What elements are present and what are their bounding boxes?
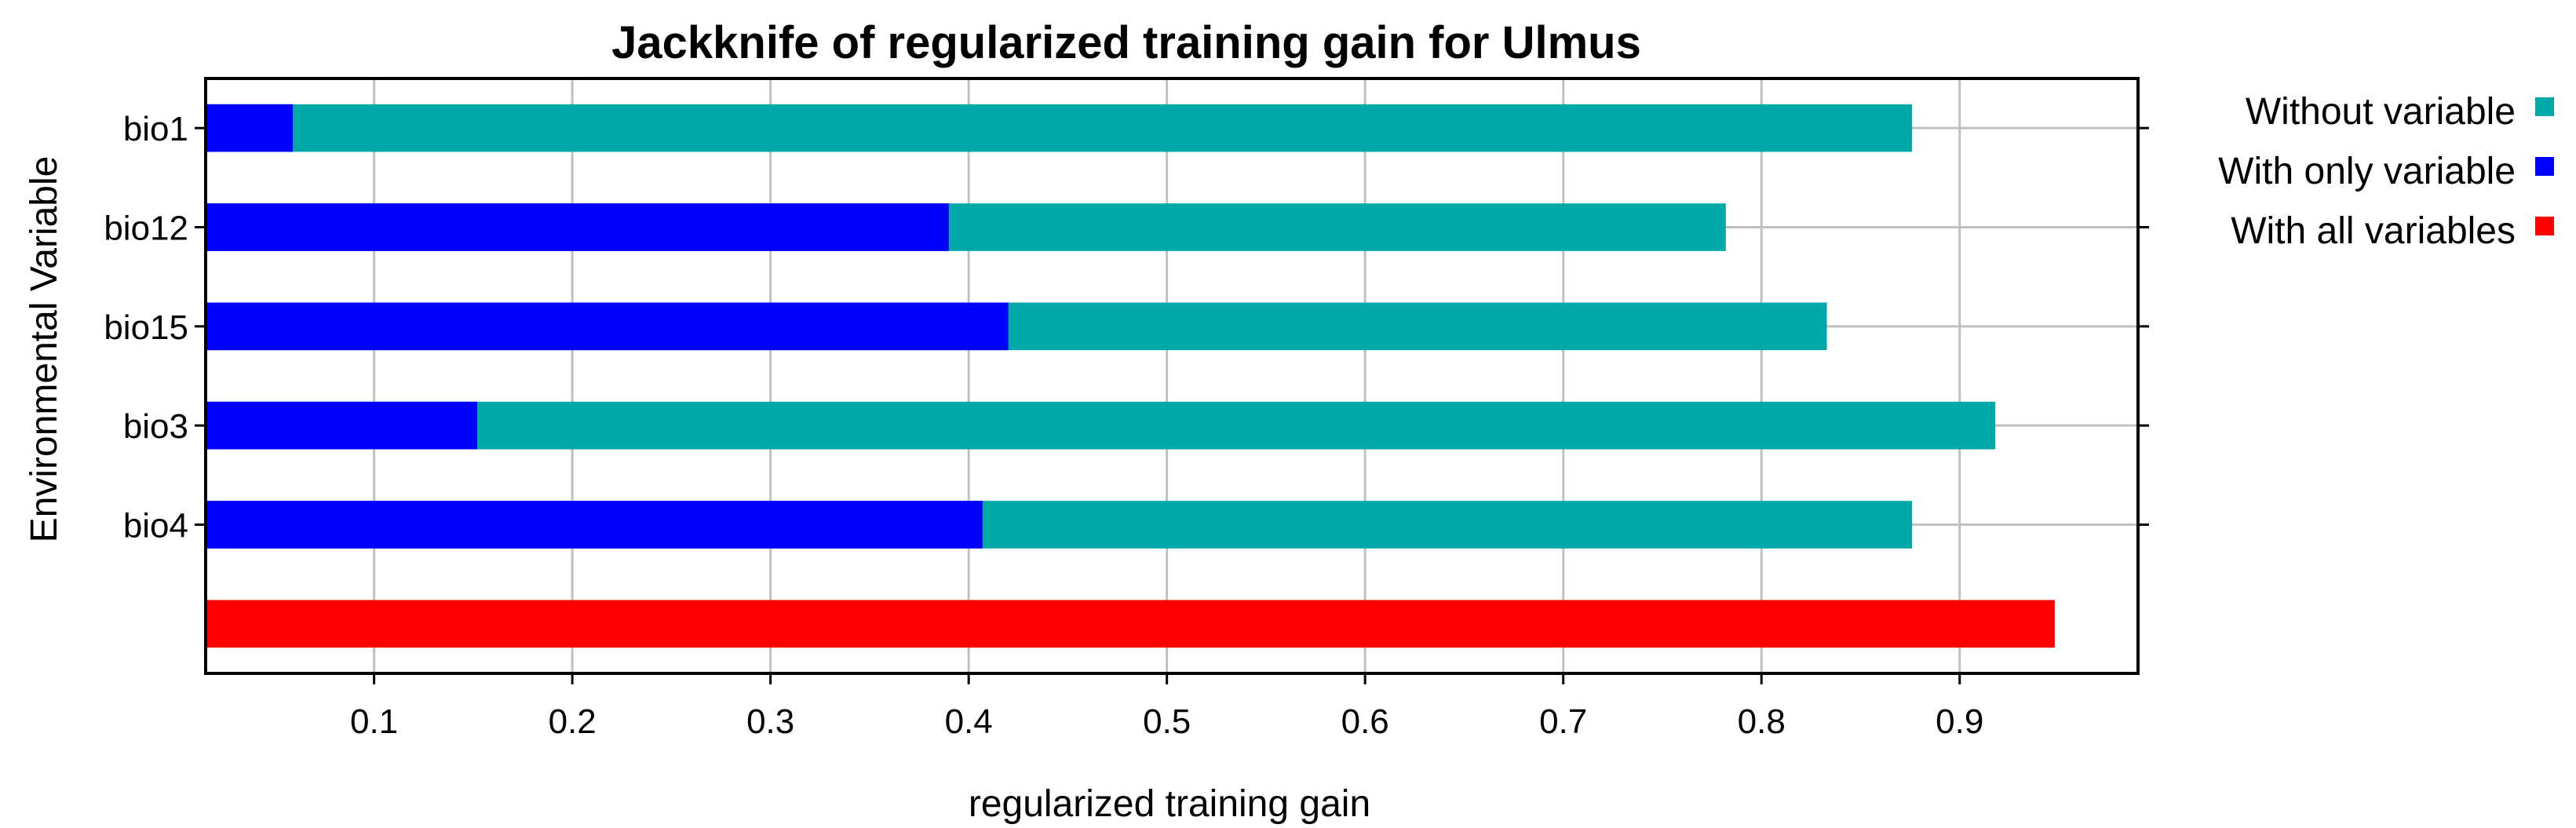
x-tick-label: 0.7: [1539, 702, 1587, 741]
x-tick-label: 0.3: [746, 702, 794, 741]
x-tick-label: 0.4: [945, 702, 993, 741]
x-tick-label: 0.9: [1936, 702, 1983, 741]
x-tick-label: 0.1: [350, 702, 398, 741]
x-tick-label: 0.8: [1738, 702, 1786, 741]
bar-without-bio3: [206, 401, 1996, 450]
x-axis-label: regularized training gain: [969, 783, 1370, 825]
y-tick-label: bio12: [104, 210, 188, 248]
legend-swatch: [2535, 97, 2554, 116]
legend-swatch: [2535, 157, 2554, 176]
x-tick-label: 0.6: [1341, 702, 1389, 741]
chart-title: Jackknife of regularized training gain f…: [611, 17, 1641, 68]
plot-frame: [204, 77, 2140, 675]
x-tick-label: 0.2: [549, 702, 597, 741]
bar-only-bio4: [206, 501, 983, 549]
legend-label: Without variable: [2246, 91, 2516, 133]
legend-label: With only variable: [2218, 151, 2516, 192]
x-tick-label: 0.5: [1143, 702, 1191, 741]
bar-all-variables: [206, 600, 2055, 648]
legend-swatch: [2535, 217, 2554, 235]
bars: [206, 104, 2055, 648]
y-tick-label: bio15: [104, 308, 188, 347]
bar-only-bio3: [206, 401, 477, 450]
bar-only-bio12: [206, 203, 949, 251]
y-tick-label: bio3: [123, 407, 188, 446]
y-tick-labels: bio1 bio12 bio15 bio3 bio4: [104, 110, 2149, 545]
gridlines: [206, 78, 2138, 673]
legend-label: With all variables: [2231, 210, 2516, 252]
y-axis-label: Environmental Variable: [24, 156, 65, 543]
bar-only-bio1: [206, 104, 294, 152]
x-tick-labels: 0.1 0.2 0.3 0.4 0.5 0.6 0.7 0.8 0.9: [350, 673, 1983, 741]
legend: Without variable With only variable With a…: [2218, 91, 2554, 252]
bar-without-bio1: [206, 104, 1913, 152]
y-tick-label: bio1: [123, 110, 188, 148]
y-tick-label: bio4: [123, 507, 188, 545]
bar-only-bio15: [206, 302, 1009, 351]
